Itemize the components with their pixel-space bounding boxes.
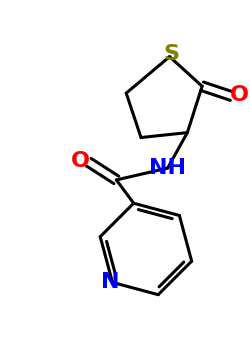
Text: NH: NH [149, 158, 186, 178]
Text: S: S [164, 44, 180, 64]
Text: N: N [101, 272, 120, 292]
Text: O: O [71, 151, 90, 171]
Text: O: O [230, 85, 249, 105]
